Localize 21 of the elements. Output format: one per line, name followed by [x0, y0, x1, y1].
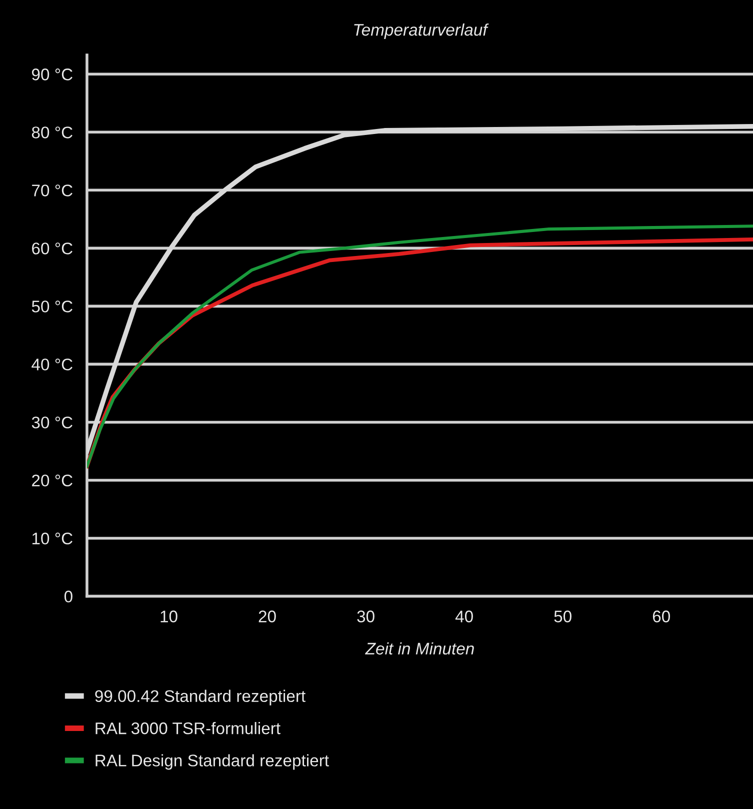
legend-label: 99.00.42 Standard rezeptiert [95, 690, 306, 706]
legend-label: RAL 3000 TSR-formuliert [96, 722, 280, 734]
x-tick-label: 20 [258, 610, 276, 622]
y-tick-label: 30 °C [32, 416, 72, 428]
y-tick-label: 20 °C [32, 474, 72, 486]
y-tick-label: 70 °C [32, 184, 72, 196]
x-tick-label: 10 [160, 610, 178, 622]
y-tick-label: 10 °C [32, 532, 72, 544]
x-tick-label: 40 [455, 610, 473, 622]
legend-label: RAL Design Standard rezeptiert [96, 754, 329, 770]
y-tick-label: 80 °C [32, 126, 72, 138]
y-tick-label: 90 °C [32, 68, 72, 80]
x-tick-label: 60 [652, 610, 670, 622]
chart-title: Temperaturverlauf [354, 23, 489, 40]
y-tick-label: 60 °C [32, 242, 72, 254]
y-tick-label: 0 [64, 590, 72, 602]
x-tick-label: 30 [357, 610, 374, 622]
x-tick-label: 50 [554, 610, 572, 622]
y-tick-label: 40 °C [32, 358, 72, 370]
x-axis-title: Zeit in Minuten [365, 642, 474, 655]
y-tick-label: 50 °C [32, 300, 72, 312]
